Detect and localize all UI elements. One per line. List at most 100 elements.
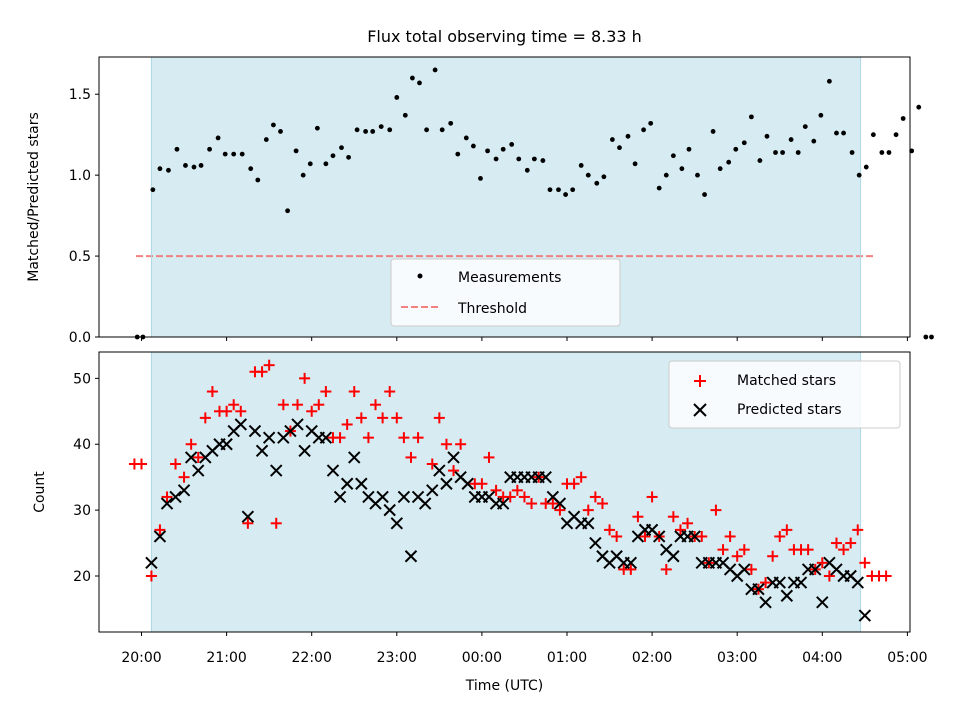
top-y-axis-label: Matched/Predicted stars	[26, 112, 42, 282]
measurement-point	[764, 133, 770, 139]
matched-star-point	[483, 451, 495, 463]
legend-matched-label: Matched stars	[737, 373, 836, 389]
measurement-point	[849, 150, 855, 155]
matched-star-point	[348, 386, 360, 398]
measurement-point	[726, 159, 732, 165]
measurement-point	[879, 150, 885, 155]
matched-star-point	[575, 471, 587, 483]
top-legend: Measurements Threshold	[390, 258, 621, 327]
measurement-point	[410, 75, 415, 81]
matched-star-point	[476, 478, 488, 490]
measurement-point	[222, 151, 228, 157]
top-y-tick-label: 1.5	[69, 87, 91, 103]
matched-star-point	[774, 530, 786, 542]
predicted-star-point	[496, 497, 510, 510]
x-tick-label: 22:00	[292, 650, 332, 666]
measurement-point	[556, 187, 561, 193]
matched-star-point	[646, 491, 658, 503]
top-legend-box	[390, 258, 621, 327]
legend-threshold-label: Threshold	[457, 301, 527, 317]
measurement-point	[439, 127, 445, 133]
predicted-star-point	[169, 490, 182, 504]
x-tick-label: 20:00	[121, 650, 161, 666]
matched-star-point	[206, 386, 218, 398]
measurement-point	[863, 164, 869, 170]
measurement-point	[339, 145, 344, 151]
measurement-point	[493, 156, 499, 162]
matched-star-point	[362, 432, 374, 444]
measurement-point	[255, 177, 261, 183]
matched-star-point	[263, 359, 275, 371]
top-y-tick-label: 0.0	[69, 330, 91, 346]
matched-star-point	[455, 438, 467, 450]
measurement-point	[191, 164, 197, 170]
measurement-point	[285, 208, 290, 214]
x-tick-label: 01:00	[547, 650, 587, 666]
predicted-star-point	[418, 497, 432, 510]
measurement-point	[686, 146, 692, 152]
predicted-star-point	[794, 576, 808, 589]
predicted-star-point	[440, 477, 453, 490]
matched-star-point	[154, 524, 166, 536]
measurement-point	[314, 125, 320, 131]
measurement-point	[239, 151, 245, 157]
measurement-point	[856, 172, 862, 178]
measurement-point	[900, 116, 906, 121]
measurement-point	[710, 129, 716, 134]
predicted-star-point	[752, 582, 765, 596]
predicted-star-point	[184, 451, 198, 464]
measurement-point	[717, 166, 723, 172]
predicted-star-point	[404, 550, 418, 563]
predicted-star-point	[433, 464, 446, 477]
matched-star-point	[724, 530, 736, 542]
measurement-point	[174, 146, 180, 152]
x-tick-label: 23:00	[377, 650, 417, 666]
matched-star-point	[235, 405, 247, 417]
matched-star-point	[745, 563, 757, 575]
predicted-star-point	[255, 444, 269, 458]
matched-star-point	[667, 511, 679, 523]
matched-star-point	[696, 530, 708, 542]
matched-star-point	[490, 484, 502, 496]
measurement-point	[394, 95, 400, 100]
matched-star-point	[504, 491, 516, 503]
matched-star-point	[823, 570, 835, 582]
predicted-star-point	[298, 444, 311, 458]
matched-star-point	[398, 432, 410, 444]
measurement-point	[293, 148, 299, 154]
matched-star-point	[568, 478, 580, 490]
predicted-star-point	[326, 464, 340, 477]
measurement-point	[648, 120, 654, 126]
measurement-point	[741, 140, 747, 146]
predicted-star-point	[759, 596, 772, 609]
measurement-point	[509, 141, 515, 147]
measurement-point	[870, 132, 876, 138]
matched-star-point	[596, 498, 608, 510]
ratio-panel: Flux total observing time = 8.33 h 0.0 0.…	[26, 27, 934, 346]
matched-star-point	[660, 563, 672, 575]
measurement-point	[795, 150, 801, 155]
matched-star-point	[320, 386, 332, 398]
matched-star-point	[313, 399, 325, 411]
measurement-point	[578, 163, 584, 168]
predicted-star-point	[234, 418, 247, 431]
predicted-star-point	[397, 490, 411, 504]
measurement-point	[485, 148, 490, 154]
measurement-point	[323, 161, 329, 167]
measurement-point	[632, 161, 638, 167]
matched-star-point	[426, 458, 438, 470]
measurement-point	[773, 150, 778, 155]
matched-star-point	[760, 577, 772, 589]
matched-star-point	[170, 458, 182, 470]
matched-star-point	[781, 524, 793, 536]
matched-star-point	[145, 570, 157, 582]
matched-star-point	[802, 544, 814, 556]
predicted-star-point	[319, 431, 333, 444]
predicted-star-point	[177, 484, 191, 497]
chart-title: Flux total observing time = 8.33 h	[367, 27, 642, 46]
measurement-point	[609, 137, 615, 142]
matched-star-point	[277, 399, 289, 411]
legend-matched-marker	[694, 375, 706, 387]
measurement-point	[215, 135, 221, 141]
measurement-point	[478, 175, 483, 181]
